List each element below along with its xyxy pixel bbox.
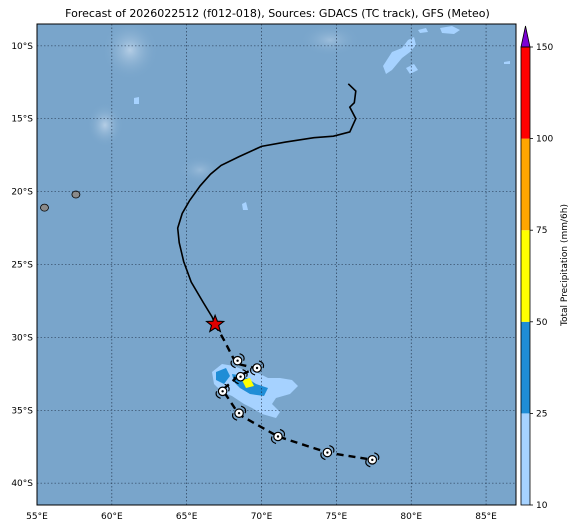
colorbar-tick-label: 25 <box>536 409 547 419</box>
map-grid <box>36 24 516 505</box>
lat-tick-label: 40°S <box>11 479 33 489</box>
lon-tick-label: 75°E <box>326 512 348 522</box>
island-marker <box>40 203 49 212</box>
colorbar-segment <box>521 230 530 322</box>
colorbar-segment <box>521 47 530 139</box>
precip-patch-small-5 <box>504 61 510 64</box>
colorbar-tick-label: 50 <box>536 318 548 328</box>
colorbar-label: Total Precipitation (mm/6h) <box>560 204 570 327</box>
colorbar: 10 25 50 75 100 150 Total Precipitation (mm/6h… <box>520 25 570 511</box>
lon-tick-label: 55°E <box>26 512 48 522</box>
precip-patch-small-1 <box>418 28 428 33</box>
forecast-point-marker <box>249 360 265 376</box>
forecast-points <box>215 353 380 468</box>
lat-tick-label: 10°S <box>11 42 33 52</box>
precip-patch-ne <box>440 26 460 34</box>
colorbar-tick-label: 150 <box>536 43 553 53</box>
lat-tick-label: 35°S <box>11 406 33 416</box>
forecast-point-marker <box>230 353 245 369</box>
precip-patch-small-3 <box>134 97 139 104</box>
islands <box>40 190 81 212</box>
lat-tick-label: 15°S <box>11 115 33 125</box>
colorbar-segment <box>521 138 530 231</box>
map-frame <box>36 23 517 506</box>
island-marker <box>71 190 81 199</box>
precip-main-medium <box>216 368 230 384</box>
colorbar-tick-label: 100 <box>536 135 553 145</box>
colorbar-segment <box>521 413 530 505</box>
precip-main-heavy <box>242 378 254 388</box>
lon-tick-label: 65°E <box>176 512 198 522</box>
colorbar-extend-arrow <box>520 25 531 48</box>
past-track-line <box>176 83 357 325</box>
lon-tick-label: 80°E <box>400 512 422 522</box>
lat-tick-label: 25°S <box>11 261 33 271</box>
forecast-point-marker <box>215 383 230 399</box>
map-title: Forecast of 2026022512 (f012-018), Sourc… <box>65 7 490 20</box>
precip-patch-small-4 <box>242 202 248 210</box>
forecast-point-marker <box>231 405 247 421</box>
forecast-point-marker <box>233 369 248 385</box>
precip-patch-small-2 <box>406 64 418 74</box>
lat-tick-label: 20°S <box>11 188 33 198</box>
current-position-star <box>205 313 226 333</box>
forecast-point-marker <box>270 428 286 445</box>
lat-tick-label: 30°S <box>11 333 33 343</box>
colorbar-frame <box>520 46 531 506</box>
longitude-labels: 55°E 60°E 65°E 70°E 75°E 80°E 85°E <box>26 512 497 522</box>
lon-tick-label: 60°E <box>101 512 123 522</box>
precip-patch-north <box>383 37 416 74</box>
forecast-point-marker <box>365 452 380 468</box>
colorbar-tick-label: 10 <box>536 501 548 511</box>
latitude-labels: 10°S 15°S 20°S 25°S 30°S 35°S 40°S <box>11 42 33 489</box>
cloud-layer <box>87 24 360 184</box>
forecast-track-line <box>214 323 373 461</box>
colorbar-tick-label: 75 <box>536 226 547 236</box>
forecast-point-marker <box>320 444 335 461</box>
lon-tick-label: 85°E <box>475 512 497 522</box>
lon-tick-label: 70°E <box>251 512 273 522</box>
colorbar-segment <box>521 321 530 414</box>
